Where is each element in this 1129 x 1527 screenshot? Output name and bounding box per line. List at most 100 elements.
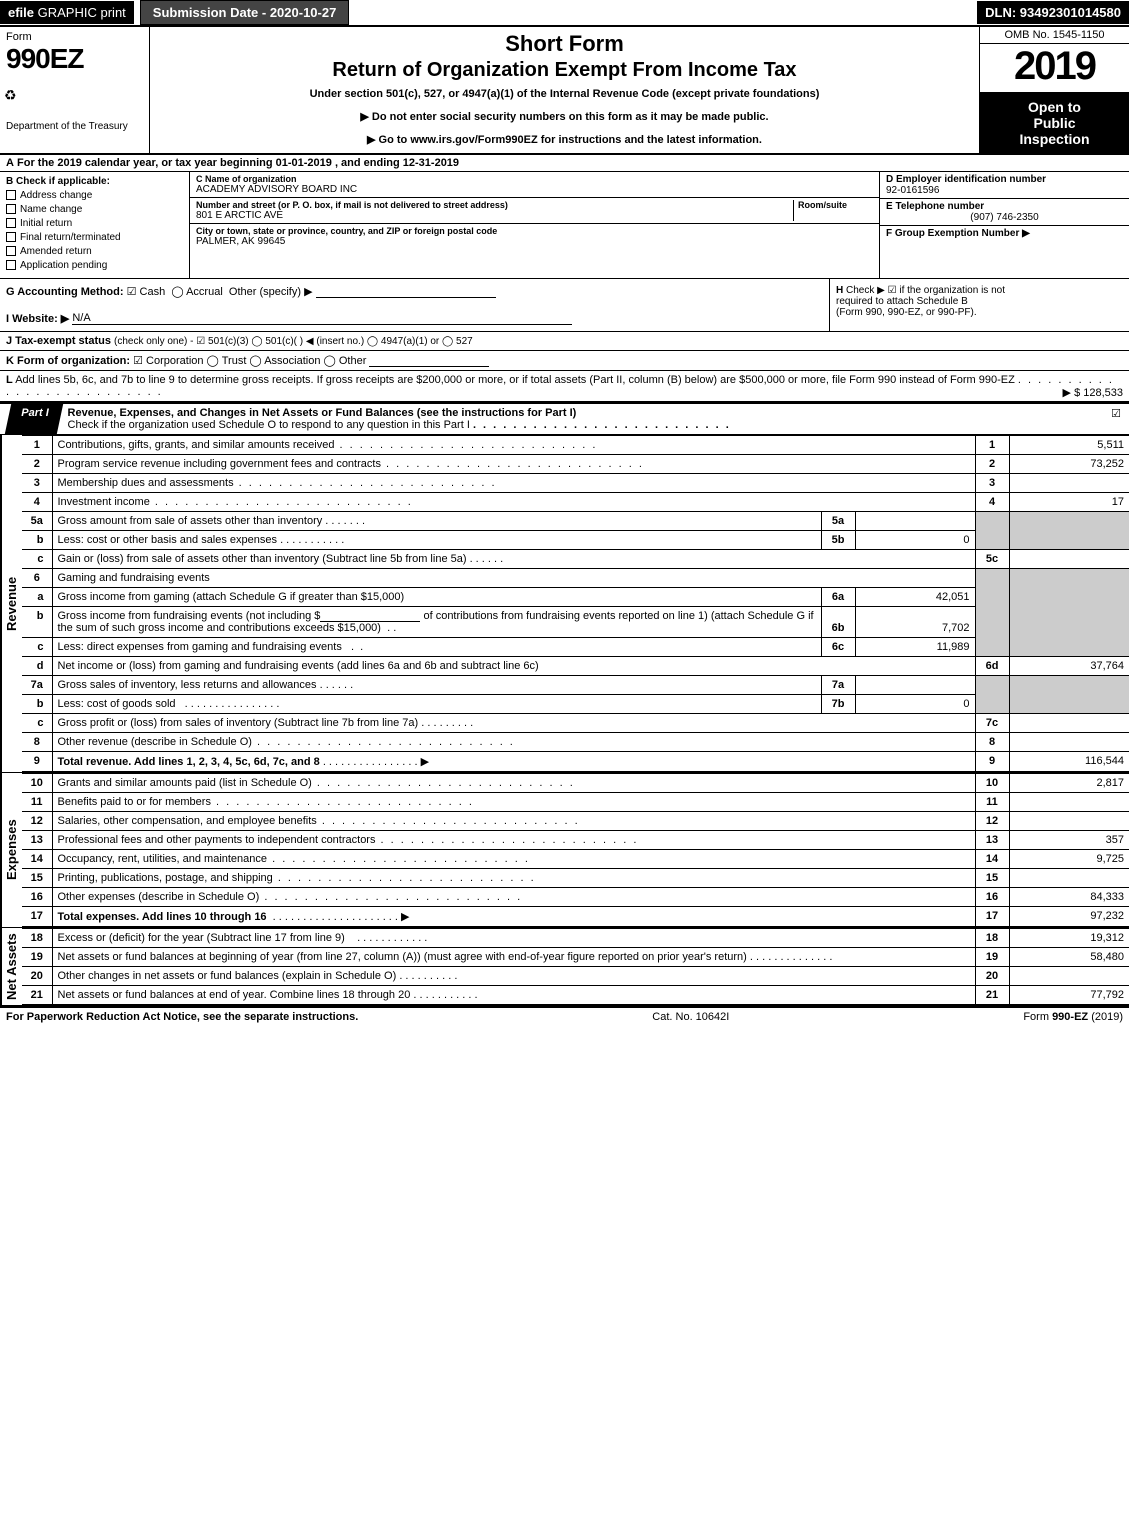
org-name-row: C Name of organization ACADEMY ADVISORY …: [190, 172, 879, 198]
line-a-prefix: A: [6, 157, 14, 169]
line-j: J Tax-exempt status (check only one) - ☑…: [0, 332, 1129, 351]
open-to-public-badge: Open to Public Inspection: [980, 93, 1129, 153]
c-label: C Name of organization: [196, 174, 873, 184]
h-text1: Check ▶ ☑ if the organization is not: [846, 285, 1005, 296]
table-row: bGross income from fundraising events (n…: [22, 607, 1129, 638]
efile-button[interactable]: efile GRAPHIC print: [0, 1, 134, 24]
cb-final-return[interactable]: Final return/terminated: [6, 232, 183, 243]
table-row: bLess: cost or other basis and sales exp…: [22, 531, 1129, 550]
street-label: Number and street (or P. O. box, if mail…: [196, 200, 793, 210]
revenue-table: 1Contributions, gifts, grants, and simil…: [22, 435, 1129, 772]
table-row: 19Net assets or fund balances at beginni…: [22, 948, 1129, 967]
table-row: 15Printing, publications, postage, and s…: [22, 869, 1129, 888]
city-row: City or town, state or province, country…: [190, 224, 879, 278]
page-footer: For Paperwork Reduction Act Notice, see …: [0, 1007, 1129, 1026]
table-row: aGross income from gaming (attach Schedu…: [22, 588, 1129, 607]
expenses-vertical-label: Expenses: [0, 773, 22, 927]
g-label: G Accounting Method:: [6, 286, 124, 298]
info-block: B Check if applicable: Address change Na…: [0, 172, 1129, 279]
part1-checkbox[interactable]: ☑: [1103, 404, 1129, 434]
line-k: K Form of organization: ☑ Corporation ◯ …: [0, 351, 1129, 371]
h-text3: (Form 990, 990-EZ, or 990-PF).: [836, 307, 977, 318]
cb-address-change[interactable]: Address change: [6, 190, 183, 201]
open-line3: Inspection: [982, 131, 1127, 147]
table-row: cLess: direct expenses from gaming and f…: [22, 638, 1129, 657]
line-a-text: For the 2019 calendar year, or tax year …: [17, 157, 459, 169]
table-row: 13Professional fees and other payments t…: [22, 831, 1129, 850]
netassets-vertical-label: Net Assets: [0, 928, 22, 1005]
table-row: 8Other revenue (describe in Schedule O)8: [22, 733, 1129, 752]
goto-link[interactable]: ▶ Go to www.irs.gov/Form990EZ for instru…: [156, 133, 973, 146]
net-assets-section: Net Assets 18Excess or (deficit) for the…: [0, 928, 1129, 1007]
ein-value: 92-0161596: [886, 185, 939, 196]
tax-year: 2019: [980, 44, 1129, 93]
footer-left: For Paperwork Reduction Act Notice, see …: [6, 1011, 358, 1023]
table-row: 21Net assets or fund balances at end of …: [22, 986, 1129, 1005]
header-left: Form 990EZ ♻ Department of the Treasury: [0, 27, 150, 153]
g-accrual: Accrual: [186, 286, 223, 298]
form-number: 990EZ: [6, 43, 143, 75]
top-bar: efile GRAPHIC print Submission Date - 20…: [0, 0, 1129, 27]
table-row: 9Total revenue. Add lines 1, 2, 3, 4, 5c…: [22, 752, 1129, 772]
dln-label: DLN: 93492301014580: [977, 1, 1129, 24]
box-d: D Employer identification number 92-0161…: [880, 172, 1129, 199]
part1-header: Part I Revenue, Expenses, and Changes in…: [0, 402, 1129, 435]
k-other-input[interactable]: [369, 366, 489, 367]
table-row: 10Grants and similar amounts paid (list …: [22, 774, 1129, 793]
l-amount: ▶ $ 128,533: [1063, 386, 1123, 399]
table-row: 16Other expenses (describe in Schedule O…: [22, 888, 1129, 907]
g-cash: Cash: [140, 286, 166, 298]
i-label: I Website: ▶: [6, 313, 69, 325]
cb-name-change[interactable]: Name change: [6, 204, 183, 215]
table-row: 11Benefits paid to or for members11: [22, 793, 1129, 812]
form-word: Form: [6, 31, 143, 43]
department-label: Department of the Treasury: [6, 121, 143, 132]
omb-number: OMB No. 1545-1150: [980, 27, 1129, 44]
l-label: L: [6, 374, 13, 386]
open-line1: Open to: [982, 99, 1127, 115]
table-row: 4Investment income417: [22, 493, 1129, 512]
f-label: F Group Exemption Number ▶: [886, 228, 1030, 239]
street-row: Number and street (or P. O. box, if mail…: [190, 198, 879, 224]
footer-mid: Cat. No. 10642I: [358, 1011, 1023, 1023]
footer-right: Form 990-EZ (2019): [1023, 1011, 1123, 1023]
part1-title: Revenue, Expenses, and Changes in Net As…: [60, 404, 1104, 434]
header-right: OMB No. 1545-1150 2019 Open to Public In…: [979, 27, 1129, 153]
revenue-vertical-label: Revenue: [0, 435, 22, 772]
city-label: City or town, state or province, country…: [196, 226, 873, 236]
cb-application-pending[interactable]: Application pending: [6, 260, 183, 271]
cb-amended-return[interactable]: Amended return: [6, 246, 183, 257]
revenue-section: Revenue 1Contributions, gifts, grants, a…: [0, 435, 1129, 773]
part1-tab: Part I: [5, 404, 63, 434]
l-text: Add lines 5b, 6c, and 7b to line 9 to de…: [15, 374, 1015, 386]
table-row: 18Excess or (deficit) for the year (Subt…: [22, 929, 1129, 948]
cb-initial-return[interactable]: Initial return: [6, 218, 183, 229]
part1-subtitle: Check if the organization used Schedule …: [68, 419, 470, 431]
d-label: D Employer identification number: [886, 174, 1046, 185]
goto-text: ▶ Go to www.irs.gov/Form990EZ for instru…: [367, 134, 762, 146]
submission-date-button[interactable]: Submission Date - 2020-10-27: [140, 0, 350, 25]
h-text2: required to attach Schedule B: [836, 296, 968, 307]
table-row: 6Gaming and fundraising events: [22, 569, 1129, 588]
room-label: Room/suite: [798, 200, 873, 210]
table-row: 7aGross sales of inventory, less returns…: [22, 676, 1129, 695]
efile-print: print: [101, 5, 126, 20]
line-h: H Check ▶ ☑ if the organization is not r…: [829, 279, 1129, 331]
expenses-section: Expenses 10Grants and similar amounts pa…: [0, 773, 1129, 928]
e-label: E Telephone number: [886, 201, 984, 212]
table-row: 5aGross amount from sale of assets other…: [22, 512, 1129, 531]
box-b-label: B Check if applicable:: [6, 176, 183, 187]
table-row: 1Contributions, gifts, grants, and simil…: [22, 436, 1129, 455]
line-a: A For the 2019 calendar year, or tax yea…: [0, 155, 1129, 172]
table-row: cGain or (loss) from sale of assets othe…: [22, 550, 1129, 569]
header-middle: Short Form Return of Organization Exempt…: [150, 27, 979, 153]
box-b: B Check if applicable: Address change Na…: [0, 172, 190, 278]
g-other: Other (specify) ▶: [229, 286, 313, 298]
box-f: F Group Exemption Number ▶: [880, 226, 1129, 278]
efile-graphic: GRAPHIC: [38, 5, 97, 20]
line-l: L Add lines 5b, 6c, and 7b to line 9 to …: [0, 371, 1129, 402]
g-other-input[interactable]: [316, 297, 496, 298]
k-text: ☑ Corporation ◯ Trust ◯ Association ◯ Ot…: [133, 355, 366, 367]
efile-prefix: efile: [8, 5, 34, 20]
box-e: E Telephone number (907) 746-2350: [880, 199, 1129, 226]
